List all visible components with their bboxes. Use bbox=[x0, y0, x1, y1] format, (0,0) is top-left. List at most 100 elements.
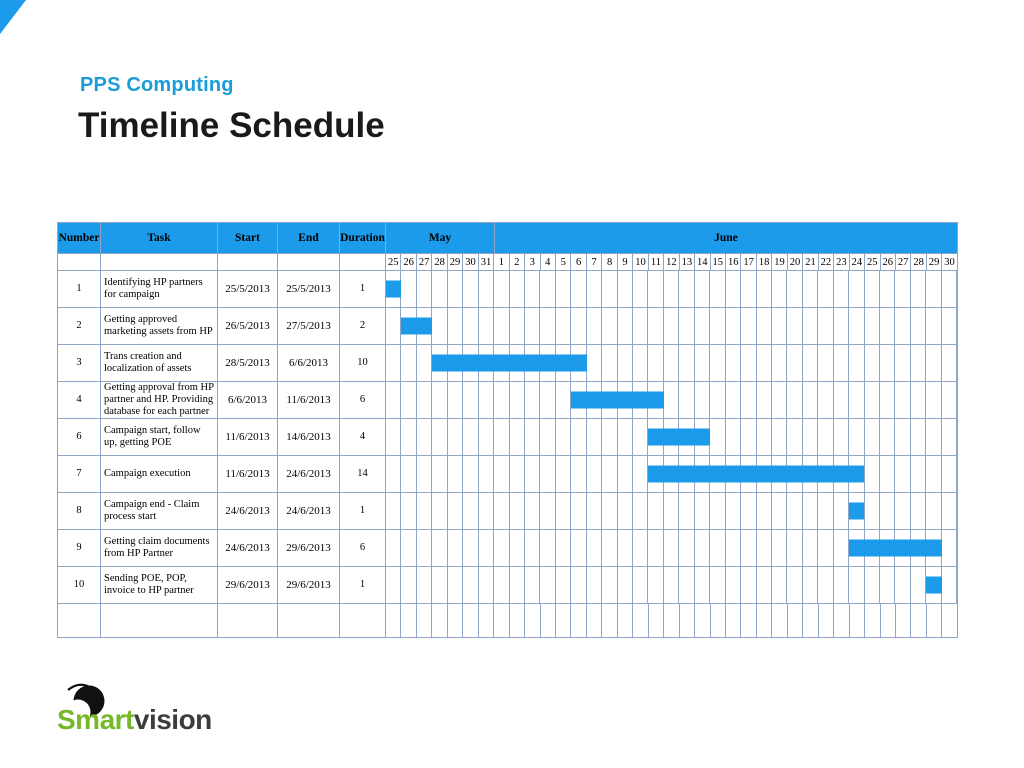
grid-cell bbox=[401, 271, 417, 307]
task-timeline bbox=[386, 271, 958, 307]
grid-cell bbox=[648, 345, 664, 381]
grid-cell bbox=[757, 419, 772, 455]
grid-cell bbox=[926, 419, 942, 455]
grid-cell bbox=[633, 271, 649, 307]
grid-cell bbox=[664, 382, 680, 418]
task-start: 29/6/2013 bbox=[218, 567, 278, 603]
grid-cell bbox=[757, 382, 772, 418]
grid-cell bbox=[942, 604, 956, 637]
grid-cell bbox=[432, 382, 448, 418]
grid-cell bbox=[432, 456, 448, 492]
grid-cell bbox=[618, 567, 633, 603]
grid-cell bbox=[556, 604, 572, 637]
grid-cell bbox=[679, 493, 695, 529]
grid-cell bbox=[448, 308, 464, 344]
grid-cell bbox=[494, 567, 510, 603]
grid-cell bbox=[818, 419, 834, 455]
spacer-cell bbox=[58, 254, 101, 270]
day-number: 15 bbox=[711, 254, 726, 270]
grid-cell bbox=[401, 567, 417, 603]
grid-cell bbox=[556, 493, 572, 529]
grid-cell bbox=[865, 419, 880, 455]
grid-cell bbox=[386, 308, 402, 344]
grid-cell bbox=[818, 530, 834, 566]
gantt-row: 7 Campaign execution 11/6/2013 24/6/2013 14 bbox=[58, 456, 958, 493]
grid-cell bbox=[834, 604, 850, 637]
grid-cell bbox=[417, 382, 433, 418]
grid-cell bbox=[525, 604, 541, 637]
grid-cell bbox=[757, 493, 772, 529]
grid-cell bbox=[448, 567, 464, 603]
grid-cell bbox=[895, 382, 911, 418]
grid-cell bbox=[818, 382, 834, 418]
grid-cell bbox=[525, 456, 541, 492]
grid-cell bbox=[895, 271, 911, 307]
grid-cell bbox=[787, 382, 803, 418]
grid-cell bbox=[926, 382, 942, 418]
grid-cell bbox=[726, 345, 742, 381]
grid-cell bbox=[880, 419, 896, 455]
gantt-row: 8 Campaign end - Claim process start 24/6/… bbox=[58, 493, 958, 530]
grid-cell bbox=[494, 493, 510, 529]
grid-cell bbox=[618, 530, 633, 566]
day-number: 24 bbox=[850, 254, 866, 270]
grid-cell bbox=[741, 567, 757, 603]
grid-cell bbox=[803, 419, 819, 455]
grid-cell bbox=[803, 493, 819, 529]
grid-cell bbox=[726, 604, 742, 637]
grid-cell bbox=[818, 271, 834, 307]
grid-cell bbox=[510, 271, 525, 307]
task-number: 3 bbox=[58, 345, 101, 381]
grid-cell bbox=[695, 271, 711, 307]
day-number: 31 bbox=[479, 254, 495, 270]
day-number: 3 bbox=[525, 254, 541, 270]
grid-cell bbox=[787, 530, 803, 566]
task-name bbox=[101, 604, 218, 637]
grid-cell bbox=[834, 382, 850, 418]
grid-cell bbox=[648, 493, 664, 529]
grid-cell bbox=[710, 567, 726, 603]
col-header-end: End bbox=[278, 223, 340, 253]
grid-cell bbox=[525, 382, 541, 418]
grid-cell bbox=[525, 530, 541, 566]
day-number: 27 bbox=[896, 254, 912, 270]
gantt-bar bbox=[432, 354, 587, 372]
grid-cell bbox=[772, 382, 788, 418]
grid-cell bbox=[942, 493, 958, 529]
grid-cell bbox=[772, 271, 788, 307]
grid-cell bbox=[710, 345, 726, 381]
grid-cell bbox=[834, 567, 850, 603]
day-number: 20 bbox=[788, 254, 804, 270]
gantt-bar bbox=[848, 539, 942, 557]
grid-cell bbox=[757, 345, 772, 381]
grid-cell bbox=[463, 530, 479, 566]
grid-cell bbox=[386, 567, 402, 603]
task-number: 1 bbox=[58, 271, 101, 307]
task-duration: 10 bbox=[340, 345, 386, 381]
task-timeline bbox=[386, 419, 958, 455]
task-start: 11/6/2013 bbox=[218, 456, 278, 492]
task-end: 24/6/2013 bbox=[278, 456, 340, 492]
grid-cell bbox=[926, 308, 942, 344]
grid-cell bbox=[540, 530, 556, 566]
grid-cell bbox=[401, 456, 417, 492]
day-number: 2 bbox=[510, 254, 526, 270]
grid-cell bbox=[926, 271, 942, 307]
grid-cell bbox=[448, 604, 464, 637]
task-start: 26/5/2013 bbox=[218, 308, 278, 344]
day-number: 19 bbox=[772, 254, 788, 270]
grid-cell bbox=[726, 382, 742, 418]
grid-cell bbox=[633, 493, 649, 529]
grid-cell bbox=[618, 493, 633, 529]
grid-cell bbox=[880, 345, 896, 381]
grid-cell bbox=[540, 271, 556, 307]
grid-cell bbox=[463, 456, 479, 492]
task-name: Sending POE, POP, invoice to HP partner bbox=[101, 567, 218, 603]
grid-cell bbox=[942, 419, 958, 455]
spacer-cell bbox=[218, 254, 278, 270]
task-name: Campaign execution bbox=[101, 456, 218, 492]
grid-cell bbox=[865, 604, 881, 637]
grid-cell bbox=[942, 530, 958, 566]
day-number: 8 bbox=[602, 254, 618, 270]
grid-cell bbox=[479, 567, 495, 603]
